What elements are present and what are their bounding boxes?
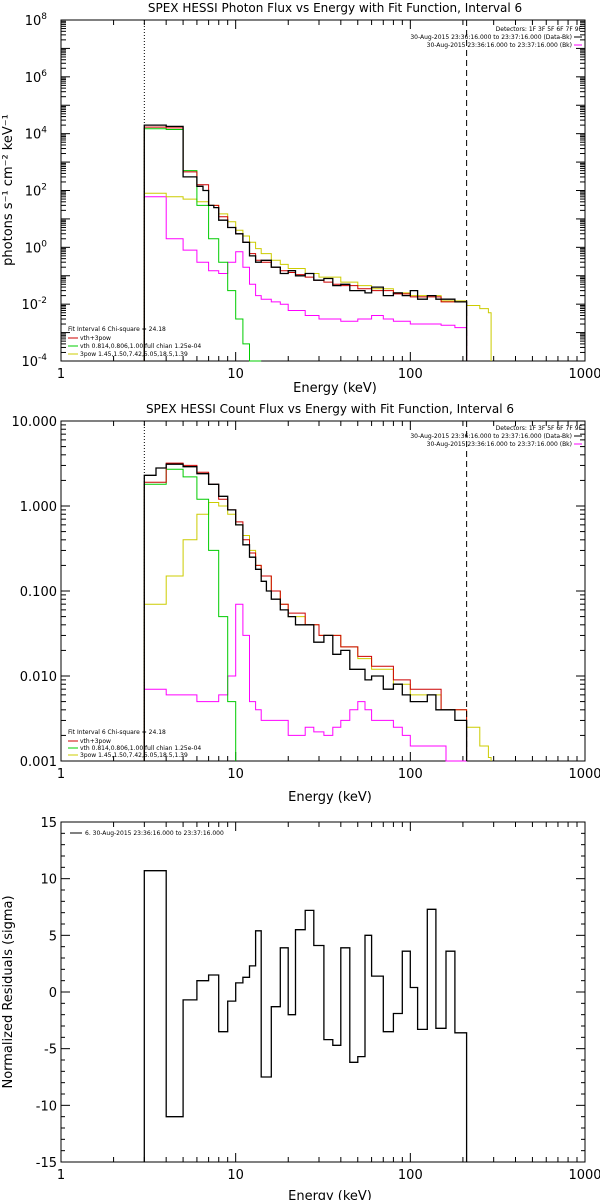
x-tick-label: 10 — [227, 367, 244, 382]
y-tick-label: 10.000 — [12, 415, 58, 430]
y-tick-label: -15 — [36, 1156, 57, 1171]
series-group — [143, 124, 492, 362]
series-data-line — [143, 870, 468, 1162]
legend-top: Detectors: 1F 3F 5F 6F 7F 9F 30-Aug-2015… — [410, 26, 582, 49]
series-vth-line — [143, 468, 237, 761]
legend-data-bk: 30-Aug-2015 23:36:16.000 to 23:37:16.000… — [410, 433, 572, 440]
y-tick-label: 0.001 — [20, 755, 57, 770]
x-tick-label: 100 — [398, 1168, 423, 1183]
legend-bottom: Fit Interval 6 Chi-square = 24.18 vth+3p… — [68, 326, 201, 358]
y-tick-label: -5 — [44, 1043, 57, 1058]
plot-frame — [60, 19, 586, 362]
residuals-chart: 1 10 100 1000 -15 -10 -5 0 5 10 15 Energy (keV) N… — [1, 816, 600, 1200]
y-tick-label: 0 — [49, 986, 57, 1001]
legend-fit-interval: Fit Interval 6 Chi-square = 24.18 — [68, 729, 166, 736]
series-bk-line — [143, 196, 468, 361]
y-axis-label: photons s⁻¹ cm⁻² keV⁻¹ — [1, 114, 16, 266]
x-tick-label: 100 — [398, 367, 423, 382]
x-tick-label: 1000 — [568, 367, 600, 382]
series-total-line — [143, 462, 468, 761]
chart-title: SPEX HESSI Photon Flux vs Energy with Fi… — [148, 1, 522, 15]
legend-bk: 30-Aug-2015 23:36:16.000 to 23:37:16.000… — [427, 441, 572, 448]
legend-pow-params: 3pow 1.45,1.50,7.42,5.05,18.5,1.39 — [80, 351, 188, 358]
legend: 6. 30-Aug-2015 23:36:16.000 to 23:37:16.… — [70, 830, 224, 837]
plot-frame — [60, 821, 586, 1163]
legend-fit-interval: Fit Interval 6 Chi-square = 24.18 — [68, 326, 166, 333]
y-tick-label: 0.010 — [20, 670, 57, 685]
fit-range-lines — [143, 20, 468, 361]
x-tick-label: 10 — [227, 1168, 244, 1183]
fit-range-lines — [143, 421, 468, 761]
x-tick-label: 1 — [57, 767, 65, 782]
y-tick-label: 5 — [49, 929, 57, 944]
y-axis-ticks: 10-4 10-2 100 102 104 106 108 — [21, 12, 585, 370]
x-axis-ticks: 1 10 100 1000 — [57, 822, 600, 1183]
x-tick-label: 10 — [227, 767, 244, 782]
legend-bottom: Fit Interval 6 Chi-square = 24.18 vth+3p… — [68, 729, 201, 759]
series-group — [143, 462, 492, 762]
y-tick-label: 1.000 — [20, 500, 57, 515]
x-tick-label: 1 — [57, 367, 65, 382]
series-total-line — [143, 126, 468, 361]
y-tick-label: 100 — [25, 239, 48, 256]
plot-frame — [60, 420, 586, 762]
y-tick-label: 102 — [25, 183, 47, 200]
legend-interval: 6. 30-Aug-2015 23:36:16.000 to 23:37:16.… — [85, 830, 224, 837]
legend-top: Detectors: 1F 3F 5F 6F 7F 9F 30-Aug-2015… — [410, 425, 582, 448]
x-tick-label: 1000 — [568, 1168, 600, 1183]
series-bk-line — [143, 603, 467, 762]
legend-model: vth+3pow — [80, 738, 111, 745]
chart-title: SPEX HESSI Count Flux vs Energy with Fit… — [146, 402, 514, 416]
y-tick-label: 10 — [40, 873, 57, 888]
legend-vth-params: vth 0.814,0.806,1.00 full chian 1.25e-04 — [80, 745, 201, 752]
y-tick-label: 108 — [25, 12, 48, 29]
legend-vth-params: vth 0.814,0.806,1.00 full chian 1.25e-04 — [80, 343, 201, 350]
y-tick-label: -10 — [36, 1099, 57, 1114]
x-axis-label: Energy (keV) — [288, 1189, 372, 1200]
series-vth-line — [143, 128, 262, 362]
count-flux-chart: SPEX HESSI Count Flux vs Energy with Fit… — [12, 402, 600, 805]
y-axis-ticks: 0.001 0.010 0.100 1.000 10.000 — [12, 415, 585, 770]
x-axis-label: Energy (keV) — [293, 381, 377, 396]
x-tick-label: 1000 — [568, 767, 600, 782]
legend-model: vth+3pow — [80, 335, 111, 342]
y-tick-label: 10-4 — [21, 353, 47, 370]
legend-detectors: Detectors: 1F 3F 5F 6F 7F 9F — [496, 26, 583, 33]
y-axis-ticks: -15 -10 -5 0 5 10 15 — [36, 816, 585, 1171]
legend-bk: 30-Aug-2015 23:36:16.000 to 23:37:16.000… — [427, 42, 572, 49]
series-data-line — [143, 463, 468, 761]
y-tick-label: 10-2 — [21, 296, 47, 313]
y-tick-label: 15 — [40, 816, 57, 831]
y-tick-label: 104 — [25, 126, 48, 143]
y-tick-label: 106 — [25, 69, 48, 86]
series-data-line — [143, 124, 468, 361]
x-tick-label: 1 — [57, 1168, 65, 1183]
series-group — [143, 870, 468, 1162]
y-tick-label: 0.100 — [20, 585, 57, 600]
legend-data-bk: 30-Aug-2015 23:36:16.000 to 23:37:16.000… — [410, 34, 572, 41]
legend-pow-params: 3pow 1.45,1.50,7.42,5.05,18.5,1.39 — [80, 752, 188, 759]
x-tick-label: 100 — [398, 767, 423, 782]
x-axis-ticks: 1 10 100 1000 — [57, 421, 600, 782]
x-axis-label: Energy (keV) — [288, 790, 372, 805]
y-axis-label: Normalized Residuals (sigma) — [1, 895, 16, 1088]
series-pow-line — [143, 502, 492, 761]
x-axis-ticks: 1 10 100 1000 — [57, 20, 600, 382]
series-pow-line — [143, 192, 492, 361]
photon-flux-chart: SPEX HESSI Photon Flux vs Energy with Fi… — [1, 1, 600, 396]
legend-detectors: Detectors: 1F 3F 5F 6F 7F 9F — [496, 425, 583, 432]
